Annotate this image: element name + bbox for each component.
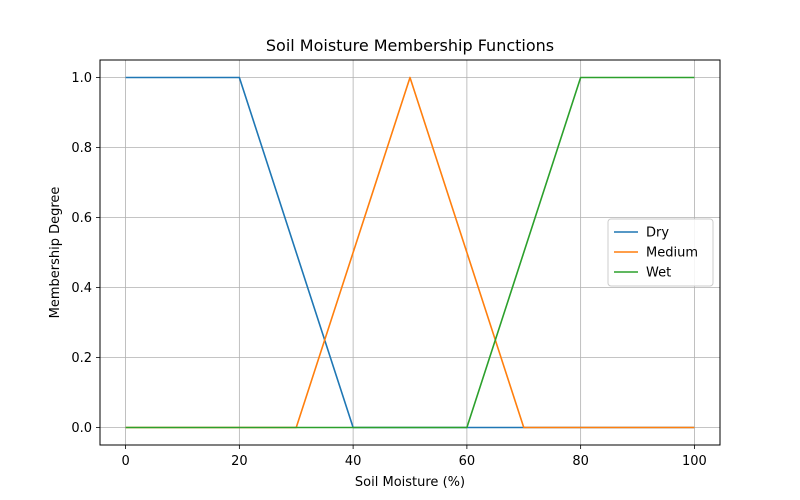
x-tick-label: 80 bbox=[572, 454, 589, 469]
x-tick-label: 0 bbox=[121, 454, 129, 469]
y-tick-label: 0.6 bbox=[71, 211, 92, 226]
x-tick-label: 100 bbox=[682, 454, 707, 469]
y-tick-label: 0.2 bbox=[71, 351, 92, 366]
series-lines bbox=[125, 76, 695, 429]
series-line-wet bbox=[125, 76, 695, 429]
y-tick-label: 0.8 bbox=[71, 141, 92, 156]
y-tick-label: 0.4 bbox=[71, 281, 92, 296]
plot-frame bbox=[99, 59, 721, 446]
x-tick-label: 60 bbox=[459, 454, 476, 469]
axis-ticks: 0 20 40 60 80 100 0.0 0.2 0.4 0.6 0.8 1.0 bbox=[71, 71, 707, 469]
legend-label-dry: Dry bbox=[646, 226, 669, 241]
legend: Dry Medium Wet bbox=[607, 218, 714, 287]
x-tick-label: 20 bbox=[231, 454, 248, 469]
y-tick-label: 1.0 bbox=[71, 71, 92, 86]
y-axis-label: Membership Degree bbox=[48, 187, 63, 319]
legend-label-medium: Medium bbox=[646, 246, 698, 261]
x-tick-label: 40 bbox=[345, 454, 362, 469]
x-axis-label: Soil Moisture (%) bbox=[355, 475, 465, 490]
y-tick-label: 0.0 bbox=[71, 421, 92, 436]
legend-box bbox=[607, 218, 714, 287]
legend-label-wet: Wet bbox=[646, 266, 671, 281]
chart-title: Soil Moisture Membership Functions bbox=[266, 36, 554, 55]
